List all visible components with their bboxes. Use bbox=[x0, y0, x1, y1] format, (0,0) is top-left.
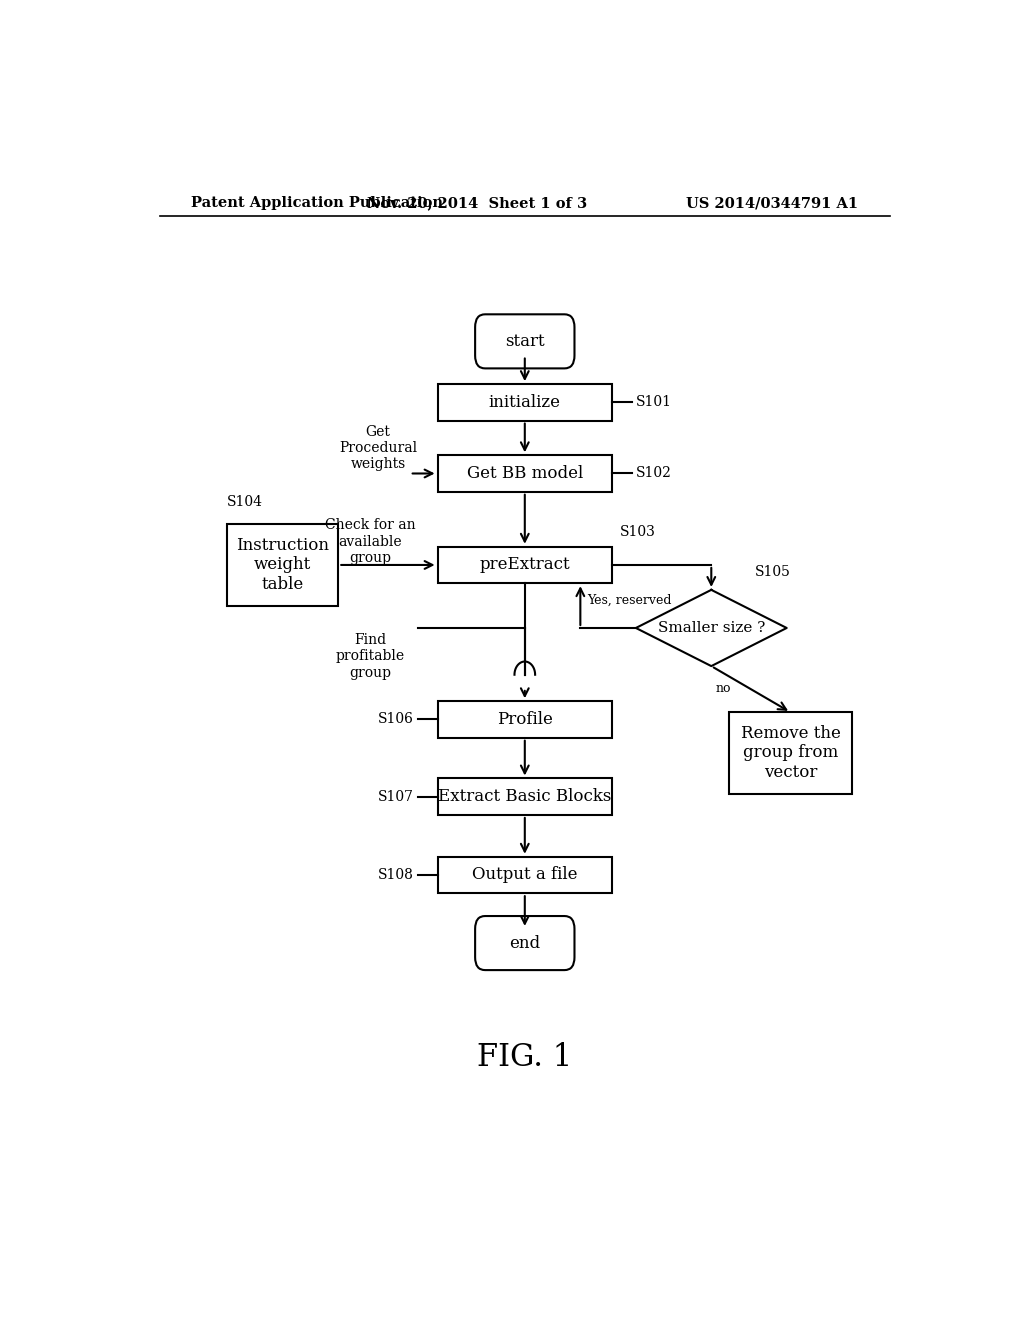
Text: S101: S101 bbox=[636, 395, 672, 409]
Text: S102: S102 bbox=[636, 466, 672, 480]
Bar bbox=[437, 857, 612, 894]
Bar bbox=[437, 455, 612, 492]
Text: S104: S104 bbox=[227, 495, 263, 510]
Text: no: no bbox=[715, 682, 731, 694]
Bar bbox=[437, 701, 612, 738]
Text: Find
profitable
group: Find profitable group bbox=[336, 634, 404, 680]
Text: US 2014/0344791 A1: US 2014/0344791 A1 bbox=[686, 197, 858, 210]
FancyBboxPatch shape bbox=[475, 314, 574, 368]
Bar bbox=[437, 546, 612, 583]
Text: S106: S106 bbox=[378, 713, 414, 726]
Text: initialize: initialize bbox=[488, 393, 561, 411]
Text: Remove the
group from
vector: Remove the group from vector bbox=[740, 725, 841, 781]
Text: start: start bbox=[505, 333, 545, 350]
FancyBboxPatch shape bbox=[475, 916, 574, 970]
Bar bbox=[729, 713, 852, 793]
Bar bbox=[227, 524, 338, 606]
Text: Instruction
weight
table: Instruction weight table bbox=[237, 537, 330, 593]
Text: end: end bbox=[509, 935, 541, 952]
Text: Check for an
available
group: Check for an available group bbox=[325, 519, 416, 565]
Text: FIG. 1: FIG. 1 bbox=[477, 1043, 572, 1073]
Text: Extract Basic Blocks: Extract Basic Blocks bbox=[438, 788, 611, 805]
Text: Get
Procedural
weights: Get Procedural weights bbox=[339, 425, 417, 471]
Text: S107: S107 bbox=[378, 789, 414, 804]
Text: Yes, reserved: Yes, reserved bbox=[587, 594, 671, 607]
Text: S105: S105 bbox=[755, 565, 791, 578]
Polygon shape bbox=[636, 590, 786, 667]
Text: Get BB model: Get BB model bbox=[467, 465, 583, 482]
Text: S108: S108 bbox=[378, 869, 414, 882]
Text: preExtract: preExtract bbox=[479, 557, 570, 573]
Text: Patent Application Publication: Patent Application Publication bbox=[191, 197, 443, 210]
Bar bbox=[437, 779, 612, 814]
Text: S103: S103 bbox=[620, 525, 656, 540]
Text: Nov. 20, 2014  Sheet 1 of 3: Nov. 20, 2014 Sheet 1 of 3 bbox=[368, 197, 587, 210]
Bar bbox=[437, 384, 612, 421]
Text: Smaller size ?: Smaller size ? bbox=[657, 620, 765, 635]
Text: Output a file: Output a file bbox=[472, 866, 578, 883]
Text: Profile: Profile bbox=[497, 711, 553, 727]
